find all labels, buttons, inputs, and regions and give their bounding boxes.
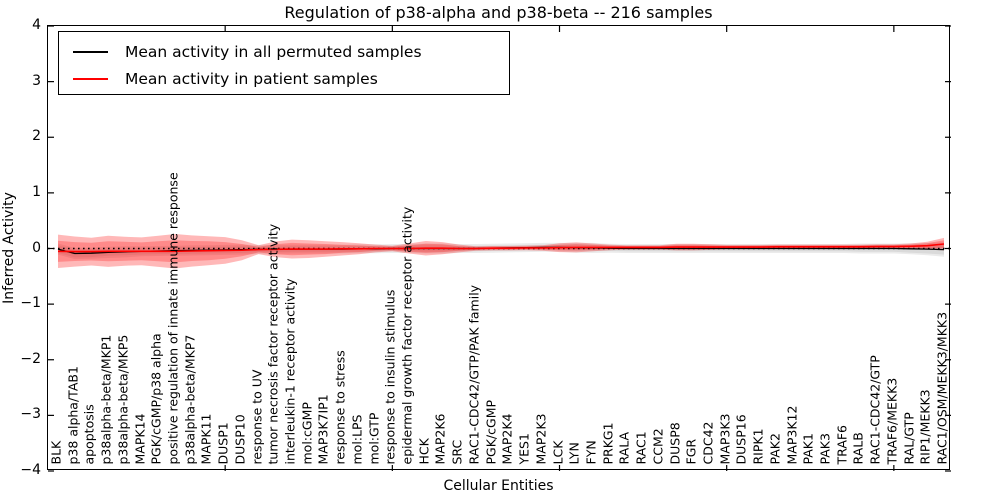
x-tick-label: MAP2K4 [499,413,515,464]
x-tick-label: BLK [48,440,64,464]
y-tick-label: 2 [32,128,41,145]
legend-label-patient: Mean activity in patient samples [125,70,378,88]
legend-line-permuted-icon [73,51,108,53]
x-tick-label: p38alpha-beta/MKP5 [115,334,131,464]
x-tick-label: epidermal growth factor receptor activit… [399,206,415,464]
x-tick-label: TRAF6 [834,424,850,464]
x-tick-label: HCK [416,437,432,464]
plot-canvas [48,25,951,472]
x-tick-label: mol:LPS [349,414,365,464]
x-tick-label: mol:cGMP [299,401,315,464]
x-tick-label: MAPK11 [198,413,214,464]
x-tick-label: MAP3K12 [784,405,800,464]
x-tick-label: RALA [616,431,632,464]
x-tick-label: FYN [583,439,599,464]
x-tick-label: MAPK14 [132,413,148,464]
x-tick-label: DUSP10 [232,413,248,464]
x-tick-label: FGR [683,438,699,464]
x-tick-label: p38alpha-beta/MKP7 [182,334,198,464]
y-tick-label: 0 [32,239,41,256]
x-tick-label: apoptosis [81,403,97,464]
y-tick-label: 3 [32,72,41,89]
plot-area: BLK p38 alpha/TAB1 apoptosis p38alpha-beta/… [47,25,951,472]
x-axis-label: Cellular Entities [443,478,554,494]
x-tick-label: PRKG1 [600,421,616,464]
y-tick-label: −3 [20,406,41,423]
x-tick-label: DUSP1 [215,421,231,464]
x-tick-label: MAP2K3 [533,413,549,464]
x-tick-label: p38alpha-beta/MKP1 [98,334,114,464]
x-tick-label: YES1 [516,432,532,464]
x-tick-label: tumor necrosis factor receptor activity [265,223,281,464]
x-tick-label: SRC [449,439,465,464]
x-tick-label: response to UV [249,369,265,464]
x-tick-label: RAC1-CDC42/GTP/PAK family [466,284,482,464]
x-tick-label: PAK2 [767,432,783,464]
x-tick-label: LYN [566,441,582,464]
legend: Mean activity in all permuted samples Me… [58,31,510,95]
x-tick-label: mol:GTP [366,412,382,464]
x-tick-label: positive regulation of innate immune res… [165,171,181,464]
x-tick-label: DUSP8 [667,421,683,464]
x-tick-label: MAP3K3 [717,413,733,464]
x-tick-label: PGK/cGMP [483,399,499,464]
x-tick-label: RAC1-CDC42/GTP [867,354,883,464]
x-tick-label: MAP2K6 [432,413,448,464]
legend-line-patient-icon [73,78,108,80]
x-tick-label: PAK3 [817,432,833,464]
x-tick-label: response to insulin stimulus [382,289,398,464]
x-tick-label: PAK1 [800,432,816,464]
y-tick-label: 4 [32,17,41,33]
legend-entry-permuted: Mean activity in all permuted samples [73,40,509,64]
x-tick-label: PGK/cGMP/p38 alpha [148,332,164,464]
x-tick-label: TRAF6/MEKK3 [884,377,900,464]
x-tick-label: DUSP16 [733,413,749,464]
x-tick-label: CDC42 [700,421,716,464]
chart-title: Regulation of p38-alpha and p38-beta -- … [284,3,713,22]
patient-samples-inner-band [58,240,944,263]
patient-mean-line [57,243,945,253]
x-tick-label: interleukin-1 receptor activity [282,277,298,464]
patient-samples-outer-band [58,234,944,269]
y-tick-label: −2 [20,350,41,367]
x-tick-label: RAC1 [633,430,649,464]
y-tick-label: 1 [32,183,41,200]
x-tick-label: MAP3K7IP1 [315,393,331,464]
x-tick-label: response to stress [332,349,348,464]
x-tick-label: RAC1/OSM/MEKK3/MKK3 [934,311,950,464]
x-tick-label: RALB [850,431,866,464]
x-tick-label: RIPK1 [750,427,766,464]
legend-entry-patient: Mean activity in patient samples [73,67,509,91]
y-tick-label: −4 [20,462,41,478]
x-tick-label: CCM2 [650,427,666,464]
y-tick-label: −1 [20,295,41,312]
x-tick-label: p38 alpha/TAB1 [65,365,81,464]
x-tick-label: LCK [550,440,565,464]
legend-label-permuted: Mean activity in all permuted samples [125,43,422,61]
x-tick-label: RAL/GTP [901,411,917,464]
x-tick-label: RIP1/MEKK3 [917,388,933,464]
